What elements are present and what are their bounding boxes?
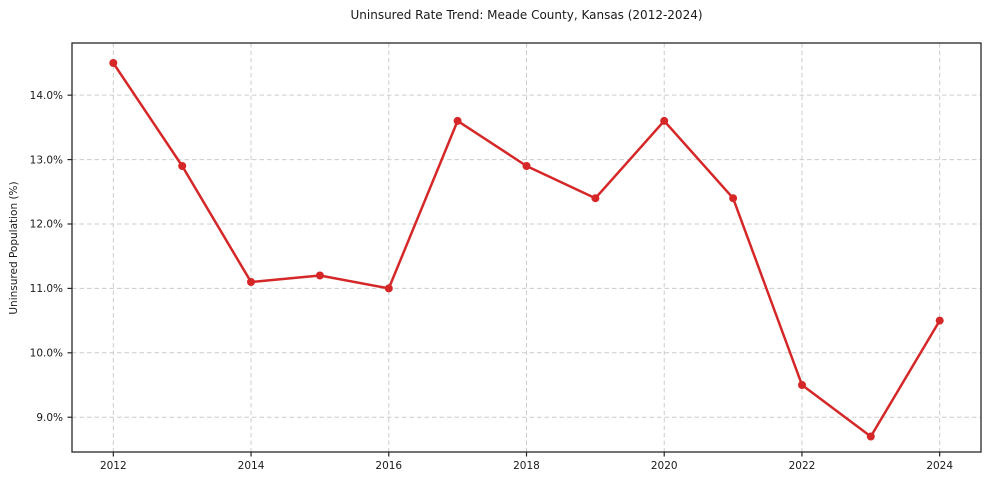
- x-tick-label: 2014: [238, 460, 265, 472]
- data-point-2023: [866, 432, 875, 441]
- data-point-2021: [729, 194, 738, 203]
- data-point-2016: [384, 284, 393, 293]
- data-point-2014: [247, 278, 255, 286]
- x-tick-label: 2018: [513, 460, 540, 472]
- data-point-2020: [660, 116, 669, 125]
- x-tick-label: 2016: [375, 460, 402, 472]
- y-tick-label: 13.0%: [30, 154, 63, 166]
- data-point-2024: [935, 316, 944, 325]
- y-tick-label: 12.0%: [30, 219, 63, 231]
- x-tick-label: 2012: [100, 460, 127, 472]
- data-point-2015: [315, 271, 324, 280]
- data-point-2018: [522, 162, 531, 170]
- data-point-2019: [591, 194, 600, 203]
- data-point-2012: [109, 59, 118, 67]
- x-tick-label: 2024: [926, 460, 953, 472]
- data-point-2022: [798, 381, 806, 389]
- y-tick-label: 10.0%: [30, 348, 63, 360]
- data-point-2017: [453, 116, 462, 125]
- x-tick-label: 2022: [789, 460, 816, 472]
- y-tick-label: 11.0%: [30, 283, 63, 295]
- chart-title: Uninsured Rate Trend: Meade County, Kans…: [350, 8, 703, 22]
- y-tick-label: 14.0%: [30, 90, 63, 102]
- y-tick-label: 9.0%: [36, 412, 63, 424]
- x-tick-label: 2020: [651, 460, 678, 472]
- data-point-2013: [178, 162, 187, 170]
